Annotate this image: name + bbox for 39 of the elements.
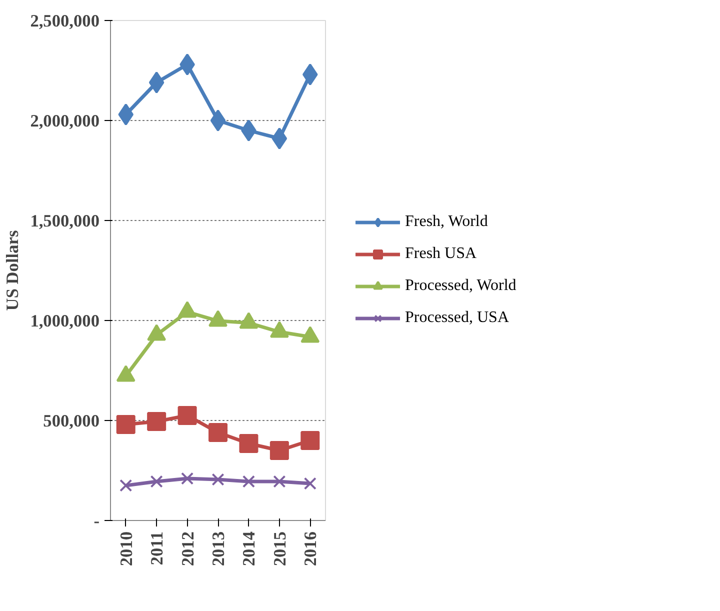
point <box>239 434 258 453</box>
point <box>272 128 288 150</box>
legend-label: Processed, USA <box>405 309 509 327</box>
point <box>210 110 226 132</box>
y-tick-label: 1,500,000 <box>30 212 100 230</box>
point <box>147 412 166 431</box>
x-tick-label: 2014 <box>240 531 259 566</box>
legend-label: Fresh, World <box>405 213 488 231</box>
point <box>120 479 132 492</box>
x-tick-label: 2016 <box>301 531 320 566</box>
point <box>242 475 256 488</box>
point <box>118 104 134 126</box>
point <box>212 473 224 486</box>
point <box>178 406 197 425</box>
x-tick-label: 2010 <box>116 532 136 566</box>
point <box>241 120 256 142</box>
y-tick-label: 500,000 <box>43 412 100 430</box>
point <box>302 64 318 86</box>
point <box>116 415 136 434</box>
point <box>270 441 289 460</box>
point <box>304 477 316 490</box>
x-tick-label: 2011 <box>148 531 167 566</box>
x-tick-label: 2013 <box>209 531 228 566</box>
x-tick-label: 2015 <box>270 531 290 566</box>
legend-label: Processed, World <box>405 277 516 295</box>
y-tick-label: 2,000,000 <box>30 112 100 130</box>
point <box>180 472 194 485</box>
y-tick-label: 1,000,000 <box>30 312 100 330</box>
y-tick-label: - <box>94 512 100 530</box>
y-axis-title: US Dollars <box>3 230 22 311</box>
point <box>150 475 163 488</box>
point <box>300 431 320 450</box>
point <box>273 475 286 488</box>
x-tick-label: 2012 <box>178 532 198 566</box>
point <box>148 72 164 94</box>
point <box>180 54 195 76</box>
legend-label: Fresh USA <box>405 245 477 263</box>
point <box>208 423 228 442</box>
y-tick-label: 2,500,000 <box>30 12 100 30</box>
